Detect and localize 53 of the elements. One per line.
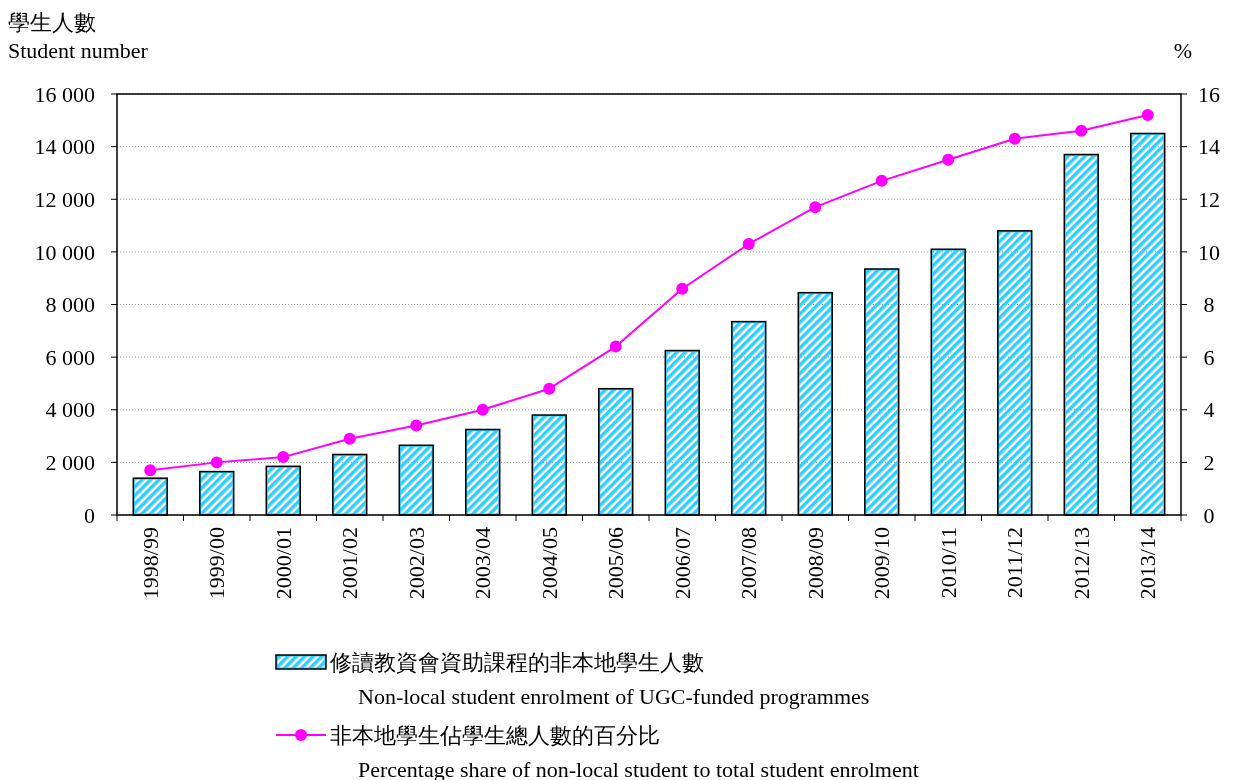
point <box>742 237 755 250</box>
point <box>1075 124 1088 137</box>
y2-tick-label: 0 <box>1203 502 1215 528</box>
x-tick-label: 1998/99 <box>137 527 163 600</box>
point <box>942 153 955 166</box>
point <box>543 382 556 395</box>
x-tick-label: 2004/05 <box>536 527 562 600</box>
x-tick-label: 2006/07 <box>669 527 695 600</box>
x-tick-label: 2007/08 <box>736 527 762 600</box>
x-tick-label: 2003/04 <box>470 527 496 600</box>
point <box>410 419 423 432</box>
x-tick-label: 2001/02 <box>337 527 363 600</box>
point <box>210 456 223 469</box>
x-tick-label: 1999/00 <box>204 527 230 600</box>
x-tick-label: 2009/10 <box>869 527 895 600</box>
y-tick-label: 4 000 <box>45 397 95 423</box>
point <box>277 451 290 464</box>
x-tick-label: 2008/09 <box>802 527 828 600</box>
y2-axis-title: % <box>1173 38 1193 63</box>
legend-label: 修讀教資會資助課程的非本地學生人數 Non-local student enrolment of UGC-funded programmes <box>330 649 870 709</box>
y-tick-label: 16 000 <box>34 81 95 107</box>
x-tick-label: 2002/03 <box>403 527 429 600</box>
x-tick-label: 2013/14 <box>1135 527 1161 600</box>
x-tick-label: 2012/13 <box>1068 527 1094 600</box>
y2-tick-label: 8 <box>1203 292 1215 318</box>
point <box>809 201 822 214</box>
y2-tick-label: 10 <box>1198 239 1220 265</box>
y2-tick-label: 2 <box>1203 450 1215 476</box>
point <box>1141 109 1154 122</box>
y-tick-label: 12 000 <box>34 186 95 212</box>
point <box>609 340 622 353</box>
x-tick-label: 2000/01 <box>270 527 296 600</box>
point <box>676 282 689 295</box>
y-axis-title: 學生人數 Student number <box>8 10 149 63</box>
y2-tick-label: 16 <box>1198 81 1220 107</box>
x-tick-label: 2011/12 <box>1002 527 1028 599</box>
y-tick-label: 0 <box>84 502 95 528</box>
point <box>144 464 157 477</box>
x-tick-label: 2005/06 <box>603 527 629 600</box>
y-tick-label: 6 000 <box>45 344 95 370</box>
y-tick-label: 2 000 <box>45 450 95 476</box>
y-tick-label: 8 000 <box>45 292 95 318</box>
y-tick-label: 10 000 <box>34 239 95 265</box>
y2-tick-label: 12 <box>1198 186 1220 212</box>
y2-tick-label: 6 <box>1203 344 1215 370</box>
y-tick-label: 14 000 <box>34 134 95 160</box>
point <box>1008 132 1021 145</box>
point <box>343 432 356 445</box>
y2-tick-label: 14 <box>1198 134 1220 160</box>
y2-tick-label: 4 <box>1203 397 1215 423</box>
point <box>875 174 888 187</box>
point <box>476 403 489 416</box>
x-tick-label: 2010/11 <box>935 527 961 599</box>
